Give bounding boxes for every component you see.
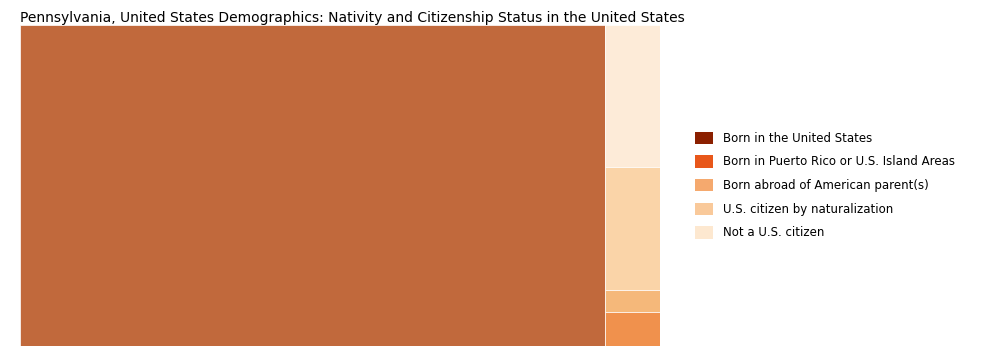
Bar xyxy=(605,167,660,290)
Bar xyxy=(605,25,660,167)
Bar xyxy=(605,290,660,312)
Legend: Born in the United States, Born in Puerto Rico or U.S. Island Areas, Born abroad: Born in the United States, Born in Puert… xyxy=(695,132,954,240)
Bar xyxy=(605,312,660,346)
Text: Pennsylvania, United States Demographics: Nativity and Citizenship Status in the: Pennsylvania, United States Demographics… xyxy=(20,11,685,25)
